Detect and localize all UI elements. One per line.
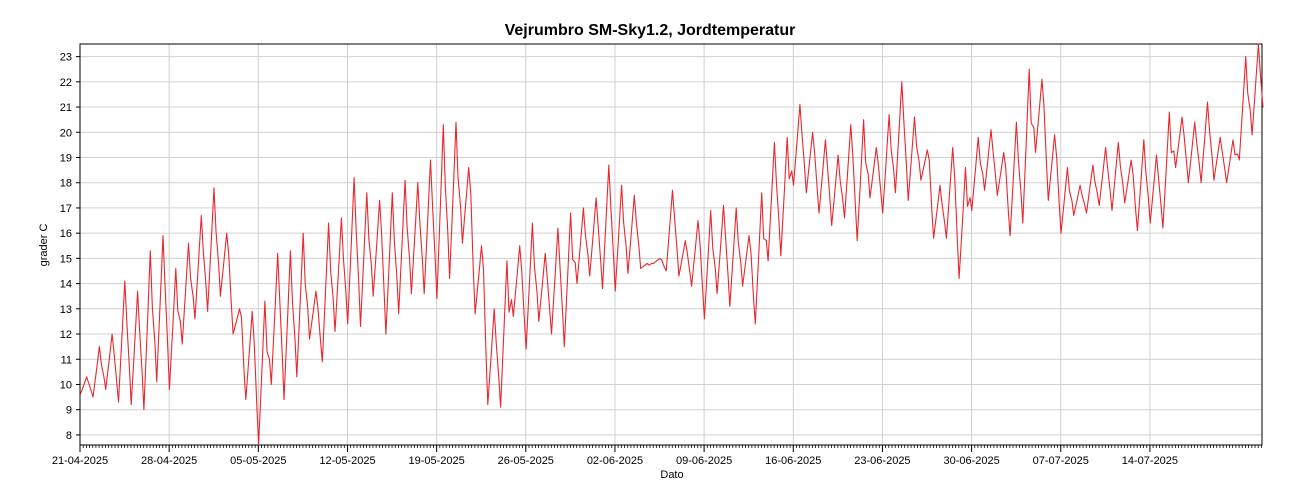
y-tick-label: 17 [60,203,72,215]
x-tick-label: 30-06-2025 [943,455,999,467]
grid [79,44,1262,445]
x-tick-label: 02-06-2025 [587,455,643,467]
y-tick-label: 21 [60,102,72,114]
x-tick-label: 14-07-2025 [1122,455,1178,467]
y-axis: 8 9 10 11 12 13 14 15 16 17 18 19 20 21 22 23 [60,52,80,442]
y-tick-label: 19 [60,152,72,164]
y-tick-label: 15 [60,253,72,265]
y-tick-label: 8 [66,430,72,442]
y-tick-label: 14 [60,279,72,291]
y-tick-label: 16 [60,228,72,240]
x-tick-label: 12-05-2025 [319,455,375,467]
x-tick-label: 09-06-2025 [676,455,732,467]
y-axis-label: grader C [38,224,50,267]
x-axis-minor-ticks [79,445,1262,448]
x-axis: 21-04-2025 28-04-2025 05-05-2025 12-05-2025… [52,445,1178,467]
y-tick-label: 13 [60,304,72,316]
x-tick-label: 07-07-2025 [1033,455,1089,467]
y-tick-label: 20 [60,127,72,139]
chart-title: Vejrumbro SM-Sky1.2, Jordtemperatur [505,22,796,39]
x-tick-label: 21-04-2025 [52,455,108,467]
y-tick-label: 9 [66,405,72,417]
y-tick-label: 18 [60,178,72,190]
x-tick-label: 28-04-2025 [141,455,197,467]
y-tick-label: 12 [60,329,72,341]
plot-area [79,43,1263,446]
y-tick-label: 11 [61,354,72,366]
x-tick-label: 19-05-2025 [408,455,464,467]
y-tick-label: 10 [60,379,72,391]
x-tick-label: 26-05-2025 [498,455,554,467]
y-tick-label: 22 [60,77,72,89]
y-tick-label: 23 [60,52,72,64]
x-tick-label: 23-06-2025 [854,455,910,467]
x-tick-label: 16-06-2025 [765,455,821,467]
series-line [79,43,1264,446]
x-tick-label: 05-05-2025 [230,455,286,467]
x-axis-label: Dato [660,469,683,481]
